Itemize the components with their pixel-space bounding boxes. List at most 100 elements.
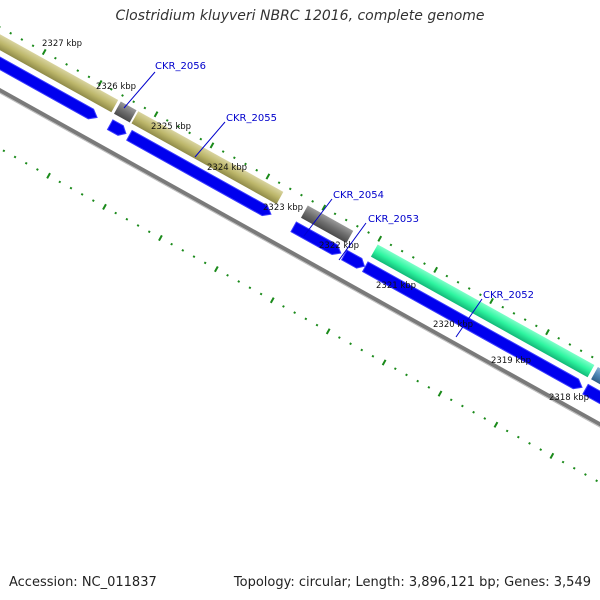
cds-arrow-1 <box>0 42 98 120</box>
accession-text: Accession: NC_011837 <box>9 575 157 590</box>
ring-dot <box>13 155 17 159</box>
ring-dot <box>356 224 359 228</box>
ring-dot <box>46 172 51 179</box>
kbp-label: 2321 kbp <box>376 281 416 291</box>
gene-label-ckr2056: CKR_2056 <box>155 61 206 72</box>
ring-dot <box>539 448 543 451</box>
ring-dot <box>199 137 203 141</box>
map-title: Clostridium kluyveri NBRC 12016, complet… <box>115 8 485 24</box>
ring-dot <box>590 355 594 359</box>
ring-dot <box>321 204 327 211</box>
cds-arrow-4 <box>290 221 342 256</box>
kbp-label: 2327 kbp <box>42 39 82 49</box>
ring-dot <box>20 38 24 41</box>
ring-dot <box>433 266 438 273</box>
ring-dot <box>237 280 241 283</box>
ring-dot <box>65 63 68 66</box>
ring-dot <box>572 466 576 470</box>
inner-dotted-ring <box>2 149 598 483</box>
ring-dot <box>405 373 408 377</box>
ring-dot <box>516 435 520 439</box>
ring-dot <box>595 479 598 483</box>
ring-dot <box>400 249 404 253</box>
ring-dot <box>367 231 370 234</box>
ring-dot <box>248 286 252 290</box>
ring-dot <box>209 142 215 149</box>
ring-dot <box>493 421 499 428</box>
gene-label-ckr2055: CKR_2055 <box>226 113 277 124</box>
kbp-label: 2318 kbp <box>549 393 589 403</box>
outer-dotted-ring <box>0 25 594 359</box>
ring-dot <box>2 149 6 153</box>
kbp-labels: 2327 kbp 2326 kbp 2325 kbp 2324 kbp 2323… <box>42 39 589 403</box>
cog-bar-khaki-1 <box>0 30 119 113</box>
ring-dot <box>304 317 308 321</box>
ring-dot <box>181 249 185 252</box>
gene-label-ckr2052: CKR_2052 <box>483 290 534 301</box>
ring-dot <box>545 328 550 336</box>
cds-arrow-2 <box>106 119 127 136</box>
leader-line-ckr2053 <box>338 222 367 261</box>
cog-bar-grey-1 <box>114 101 137 123</box>
ring-dot <box>534 324 538 328</box>
cog-bar-grey-2 <box>300 205 354 244</box>
ring-dot <box>411 256 415 259</box>
ring-dot <box>9 31 13 35</box>
ring-dot <box>136 224 140 227</box>
ring-dot <box>214 265 219 273</box>
ring-dot <box>584 473 587 476</box>
ring-dot <box>282 305 285 308</box>
ring-dot <box>109 87 113 91</box>
ring-dot <box>87 75 91 79</box>
ring-dot <box>226 273 229 277</box>
genome-backbone-shadow <box>0 70 600 441</box>
ring-dot <box>244 162 247 166</box>
ring-dot <box>579 349 583 353</box>
kbp-label: 2324 kbp <box>207 163 247 173</box>
kbp-label: 2320 kbp <box>433 320 473 330</box>
ring-dot <box>325 328 331 335</box>
ring-dot <box>80 193 84 196</box>
leader-line-ckr2056 <box>123 71 156 109</box>
ring-dot <box>344 218 348 222</box>
genome-backbone <box>0 66 600 440</box>
ring-dot <box>58 180 62 184</box>
ring-dot <box>333 212 337 216</box>
ring-dot <box>523 318 527 322</box>
track-group <box>0 25 600 483</box>
ring-dot <box>24 161 28 165</box>
ring-dot <box>36 168 39 171</box>
ring-dot <box>153 111 159 118</box>
ring-dot <box>255 168 259 172</box>
ring-dot <box>121 94 124 97</box>
leader-line-ckr2054 <box>303 198 333 237</box>
ring-dot <box>188 131 191 135</box>
ring-dot <box>76 69 80 73</box>
ring-dot <box>360 348 364 352</box>
kbp-label: 2325 kbp <box>151 122 191 132</box>
ring-dot <box>505 429 509 433</box>
ring-dot <box>501 305 505 309</box>
leader-line-ckr2052 <box>455 298 483 338</box>
ring-dot <box>437 390 443 397</box>
ring-dot <box>132 100 136 104</box>
ring-dot <box>293 311 296 315</box>
ring-dot <box>69 186 73 190</box>
ring-dot <box>449 398 453 402</box>
leader-line-ckr2055 <box>194 121 226 158</box>
ring-dot <box>288 187 292 191</box>
ring-dot <box>102 203 107 210</box>
ring-dot <box>489 297 494 305</box>
ring-dot <box>349 342 352 346</box>
cog-bar-green <box>370 244 595 378</box>
ring-dot <box>269 297 275 304</box>
kbp-label: 2322 kbp <box>319 241 359 251</box>
ring-dot <box>165 119 169 122</box>
ring-dot <box>549 452 555 459</box>
cds-arrow-5 <box>340 249 366 269</box>
kbp-label: 2323 kbp <box>263 203 303 213</box>
ring-dot <box>557 336 561 340</box>
ring-dot <box>381 359 387 366</box>
